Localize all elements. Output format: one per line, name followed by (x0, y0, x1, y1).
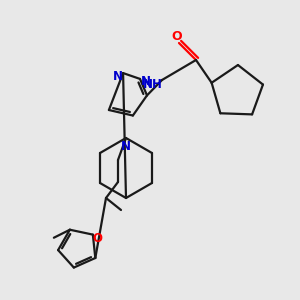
Text: O: O (93, 232, 103, 245)
Text: N: N (141, 75, 151, 88)
Text: NH: NH (143, 77, 163, 91)
Text: N: N (113, 70, 123, 83)
Text: O: O (172, 29, 182, 43)
Text: N: N (121, 140, 131, 152)
